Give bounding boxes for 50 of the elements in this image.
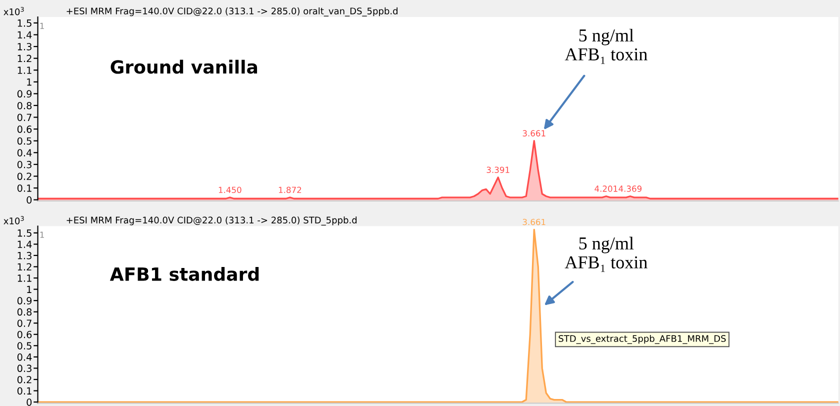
annotation: 3.661	[522, 218, 546, 226]
y-tick-label: 0.4	[17, 149, 32, 156]
y-tick-label: 0.6	[17, 126, 32, 133]
y-tick-label: 0.4	[17, 353, 32, 361]
y-tick-label: 0.1	[17, 387, 32, 395]
annotation: AFB1 standard	[110, 266, 259, 281]
y-axis-title: x10$^{3}$	[4, 6, 24, 16]
annotation: 1.450	[218, 186, 242, 194]
annotation: 1	[40, 232, 44, 238]
y-tick-label: 0.7	[17, 114, 32, 122]
chart-title: +ESI MRM Frag=140.0V CID@22.0 (313.1 -> 285.0) STD_5ppb.d	[66, 216, 357, 226]
y-tick-label: 0.2	[17, 172, 32, 180]
annotation: 1	[40, 22, 44, 29]
annotation: 5 ng/ml AFB₁ toxin	[564, 28, 648, 64]
y-tick-label: 0.5	[17, 137, 32, 145]
y-tick-label: 1.1	[18, 274, 32, 282]
annotation: 3.661	[522, 130, 546, 136]
y-tick-label: 0	[26, 398, 32, 406]
y-tick-label: 0.9	[17, 90, 32, 98]
y-tick-label: 1.3	[18, 252, 32, 260]
y-tick-label: 1.5	[18, 230, 32, 237]
y-tick-label: 0.3	[17, 160, 32, 168]
y-tick-label: 0.5	[17, 342, 32, 350]
y-tick-label: 1.2	[18, 263, 32, 270]
y-tick-label: 0.7	[17, 320, 32, 327]
annotation: Ground vanilla	[110, 60, 258, 74]
y-tick-label: 1.4	[18, 240, 32, 248]
y-tick-label: 1.4	[18, 31, 32, 38]
y-tick-label: 0.6	[17, 330, 32, 338]
y-tick-label: 1.2	[18, 54, 32, 62]
y-tick-label: 0.3	[17, 364, 32, 372]
chart-title: +ESI MRM Frag=140.0V CID@22.0 (313.1 -> 285.0) oralt_van_DS_5ppb.d	[66, 7, 398, 16]
y-tick-label: 0.1	[17, 184, 32, 192]
y-tick-label: 0.8	[17, 308, 32, 316]
y-tick-label: 0.9	[17, 297, 32, 304]
annotation: 5 ng/ml AFB₁ toxin	[564, 236, 648, 272]
y-tick-label: 1.3	[18, 43, 32, 50]
annotation: 3.391	[486, 166, 510, 173]
y-tick-label: 1	[27, 286, 32, 293]
y-tick-label: 0.2	[17, 376, 32, 384]
y-axis-title: x10$^{3}$	[4, 216, 24, 224]
annotation: 4.201	[594, 186, 618, 192]
y-tick-label: 0.8	[17, 102, 32, 110]
annotation: 4.369	[618, 186, 642, 192]
y-tick-label: 1.1	[18, 66, 32, 74]
y-tick-label: 1.5	[18, 20, 32, 27]
y-tick-label: 1	[27, 78, 32, 86]
annotation: STD_vs_extract_5ppb_AFB1_MRM_DS	[558, 334, 726, 344]
y-tick-label: 0	[26, 196, 32, 204]
annotation: 1.872	[278, 186, 302, 194]
